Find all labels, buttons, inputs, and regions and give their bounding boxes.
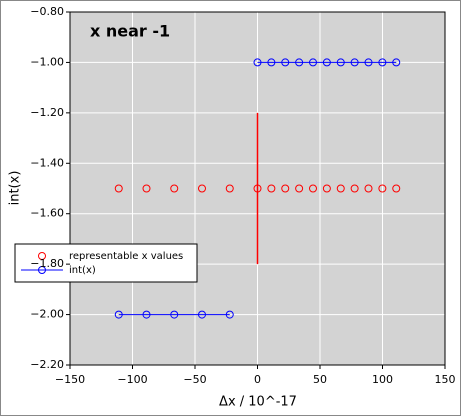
point [295,184,304,193]
x-axis-label: Δx / 10^-17 [219,395,297,410]
point [322,58,331,67]
x-tick-label: 50 [313,373,327,386]
point [267,184,276,193]
point [170,310,179,319]
point [267,58,276,67]
x-tick-label: −50 [183,373,206,386]
point [170,184,179,193]
x-tick-label: 0 [254,373,261,386]
y-tick-label: −0.80 [30,5,64,18]
point [253,184,262,193]
point [142,184,151,193]
point [336,184,345,193]
point [350,184,359,193]
legend-box [14,243,198,283]
point [392,184,401,193]
point [281,184,290,193]
legend-label: int(x) [69,265,96,276]
x-tick-label: 150 [435,373,456,386]
point [309,58,317,67]
point [114,310,123,319]
legend-label: representable x values [69,251,183,262]
point [378,58,387,67]
point [364,184,373,193]
y-tick-label: −2.00 [30,308,64,321]
legend-marker [38,266,46,274]
y-tick-label: −1.20 [30,106,64,119]
y-tick-label: −1.40 [30,156,64,169]
point [350,58,359,67]
chart-title: x near -1 [90,22,170,41]
y-tick-label: −1.80 [30,257,64,270]
x-tick-label: −150 [55,373,85,386]
point [225,310,234,319]
point [198,310,206,319]
x-tick-label: −100 [117,373,147,386]
x-tick-label: 100 [372,373,393,386]
y-axis-label: int(x) [8,171,23,206]
series-line [118,61,397,316]
point [295,58,304,67]
point [378,184,387,193]
point [142,310,151,319]
point [198,184,206,193]
point [309,184,317,193]
point [364,58,373,67]
point [253,58,262,67]
point [322,184,331,193]
y-tick-label: −1.60 [30,207,64,220]
point [392,58,401,67]
legend-marker [38,252,46,260]
point [114,184,123,193]
y-tick-label: −2.20 [30,358,64,371]
point [281,58,290,67]
point [225,184,234,193]
y-tick-label: −1.00 [30,55,64,68]
point [336,58,345,67]
